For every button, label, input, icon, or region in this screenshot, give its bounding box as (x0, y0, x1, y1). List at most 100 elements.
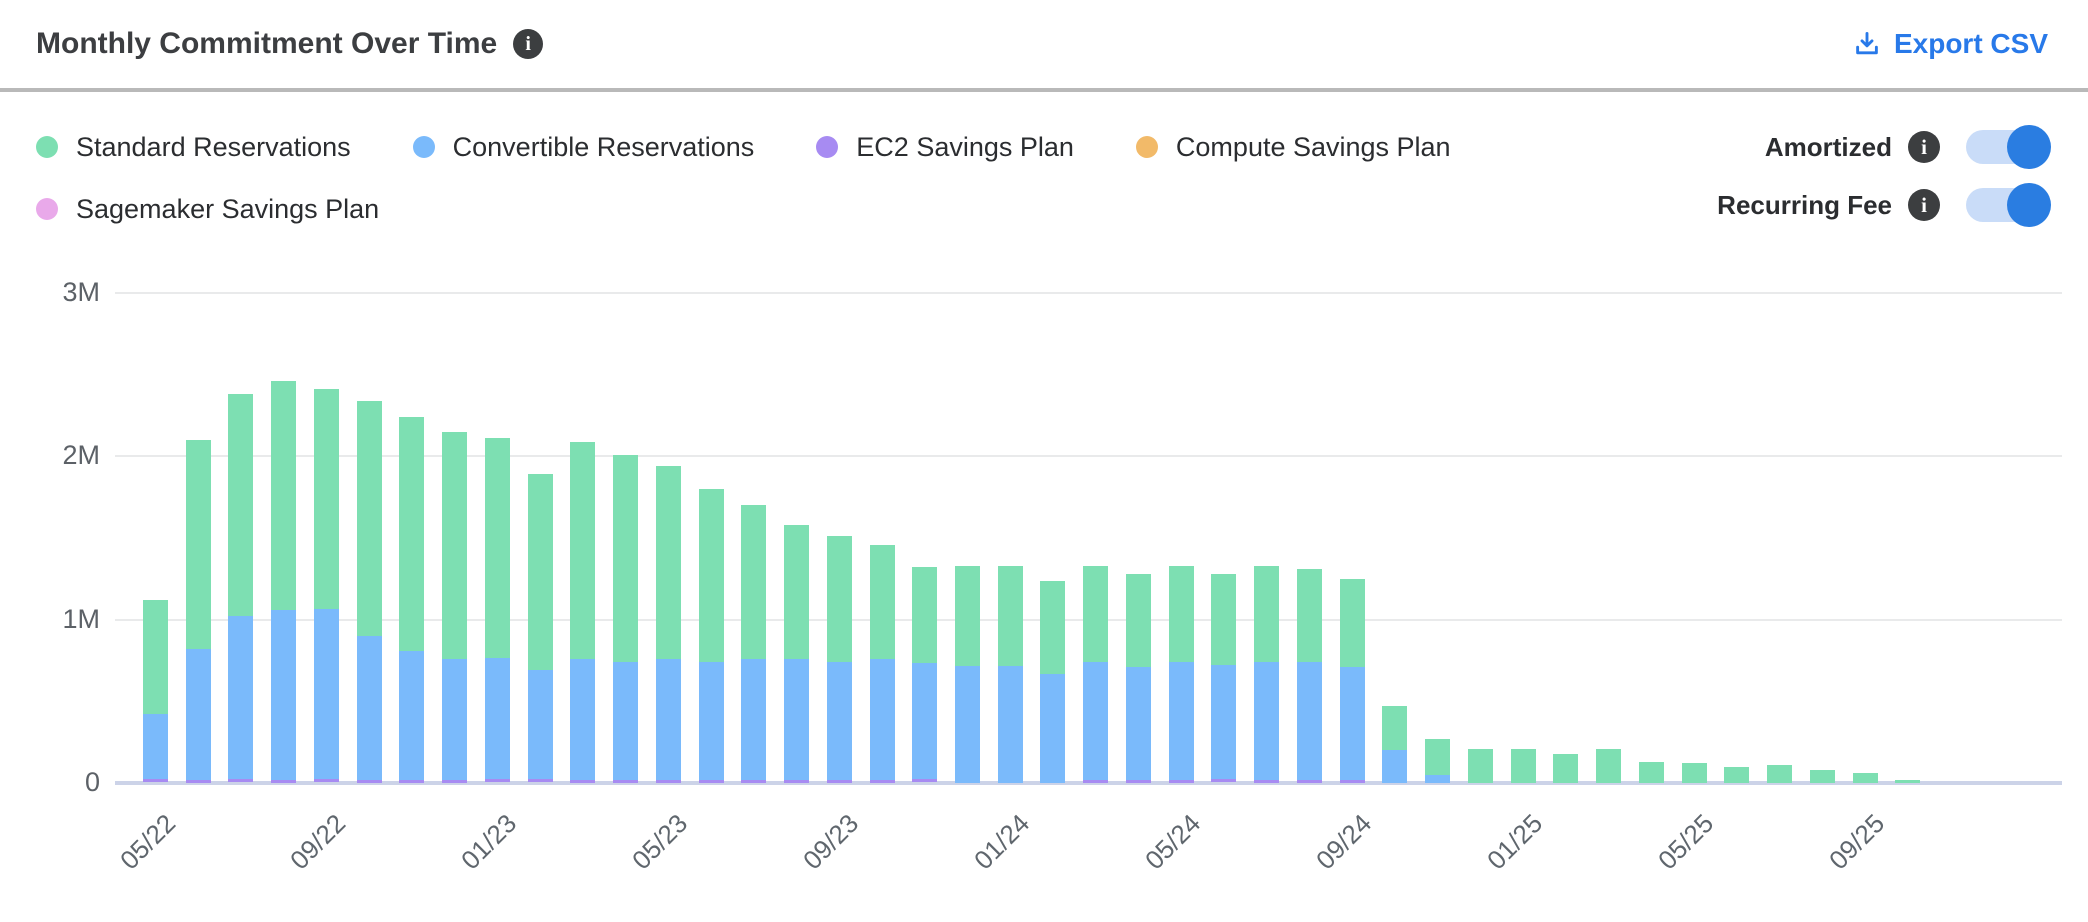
bar-segment (613, 662, 639, 780)
bar-11-23[interactable] (912, 567, 938, 783)
x-axis-label-09-23: 09/23 (797, 808, 865, 876)
bar-05-25[interactable] (1681, 763, 1707, 783)
bar-03-25[interactable] (1596, 749, 1622, 783)
legend-item-sagemaker-savings-plan[interactable]: Sagemaker Savings Plan (36, 186, 379, 232)
bar-04-25[interactable] (1638, 762, 1664, 783)
bar-11-24[interactable] (1425, 739, 1451, 783)
bar-segment (484, 658, 510, 779)
bar-segment (185, 780, 211, 783)
bar-11-22[interactable] (399, 417, 425, 783)
bar-segment (741, 780, 767, 783)
bar-segment (570, 442, 596, 659)
bar-segment (356, 636, 382, 780)
bar-segment (228, 616, 254, 779)
bar-segment (784, 780, 810, 783)
recurring-fee-toggle-label: Recurring Fee (1717, 189, 1892, 220)
bar-03-24[interactable] (1083, 566, 1109, 783)
recurring-fee-toggle-switch[interactable] (1966, 183, 2051, 227)
bar-segment (228, 779, 254, 782)
bar-segment (912, 663, 938, 779)
bar-segment (527, 670, 553, 779)
legend-dot-icon (36, 198, 58, 220)
bar-09-23[interactable] (826, 536, 852, 783)
bar-08-23[interactable] (784, 525, 810, 783)
bar-segment (271, 780, 297, 783)
bar-segment (356, 401, 382, 636)
bar-segment (698, 489, 724, 662)
bar-08-22[interactable] (271, 381, 297, 783)
bar-10-24[interactable] (1382, 706, 1408, 783)
bar-08-25[interactable] (1809, 770, 1835, 783)
bar-10-22[interactable] (356, 401, 382, 783)
bar-segment (1852, 773, 1878, 783)
legend-item-ec2-savings-plan[interactable]: EC2 Savings Plan (816, 124, 1074, 170)
bar-04-24[interactable] (1125, 574, 1151, 783)
bar-02-23[interactable] (527, 474, 553, 783)
bar-segment (698, 662, 724, 780)
bar-07-22[interactable] (228, 394, 254, 783)
bar-03-23[interactable] (570, 442, 596, 783)
bar-06-25[interactable] (1724, 767, 1750, 783)
legend-dot-icon (816, 136, 839, 158)
title-info-icon[interactable]: i (513, 29, 544, 59)
bar-09-24[interactable] (1339, 579, 1365, 783)
bar-segment (1510, 749, 1536, 783)
title-wrap: Monthly Commitment Over Time i (36, 27, 544, 61)
bar-segment (1382, 750, 1408, 783)
bar-segment (655, 780, 681, 783)
bar-09-22[interactable] (313, 389, 339, 783)
bar-02-24[interactable] (1040, 581, 1066, 783)
bar-05-24[interactable] (1168, 566, 1194, 783)
bar-06-24[interactable] (1211, 574, 1237, 783)
bar-02-25[interactable] (1553, 754, 1579, 783)
y-axis-label-1M: 1M (62, 603, 100, 634)
bar-segment (955, 665, 981, 783)
bar-07-23[interactable] (741, 505, 767, 783)
bar-segment (143, 714, 168, 779)
bar-segment (997, 566, 1023, 666)
amortized-toggle-label: Amortized (1764, 131, 1892, 162)
bar-09-25[interactable] (1852, 773, 1878, 783)
y-axis-label-2M: 2M (62, 440, 100, 471)
bar-12-23[interactable] (955, 566, 981, 783)
bar-08-24[interactable] (1296, 569, 1322, 783)
x-axis-label-05-22: 05/22 (113, 808, 181, 876)
bar-06-22[interactable] (185, 440, 211, 783)
export-csv-button[interactable]: Export CSV (1852, 28, 2048, 60)
bar-segment (399, 651, 425, 780)
legend-item-compute-savings-plan[interactable]: Compute Savings Plan (1135, 124, 1451, 170)
bar-04-23[interactable] (613, 455, 639, 783)
legend-dot-icon (412, 136, 435, 158)
bar-12-22[interactable] (442, 432, 468, 783)
x-axis-label-09-24: 09/24 (1310, 808, 1378, 876)
bar-01-24[interactable] (997, 566, 1023, 783)
bar-segment (1767, 765, 1793, 783)
bar-07-24[interactable] (1254, 566, 1280, 783)
bar-10-25[interactable] (1895, 780, 1921, 783)
bar-segment (912, 779, 938, 782)
bar-segment (1254, 566, 1280, 662)
panel-header: Monthly Commitment Over Time i Export CS… (0, 0, 2088, 88)
bar-12-24[interactable] (1467, 749, 1493, 783)
bar-segment (143, 600, 168, 714)
bar-segment (1339, 667, 1365, 780)
amortized-info-icon[interactable]: i (1908, 131, 1940, 163)
bar-07-25[interactable] (1767, 765, 1793, 783)
bar-segment (271, 381, 297, 610)
bar-segment (741, 659, 767, 780)
amortized-toggle-switch[interactable] (1966, 125, 2051, 169)
recurring-fee-info-icon[interactable]: i (1908, 189, 1940, 221)
bar-01-25[interactable] (1510, 749, 1536, 783)
bar-segment (1809, 770, 1835, 783)
x-axis-label-09-25: 09/25 (1822, 808, 1891, 876)
bar-segment (1040, 581, 1066, 674)
bar-06-23[interactable] (698, 489, 724, 783)
bar-segment (1125, 574, 1151, 667)
legend-item-convertible-reservations[interactable]: Convertible Reservations (412, 124, 754, 170)
bar-05-23[interactable] (655, 466, 681, 783)
legend-item-standard-reservations[interactable]: Standard Reservations (36, 124, 351, 170)
bar-segment (1339, 780, 1365, 783)
bar-05-22[interactable] (143, 600, 168, 783)
bar-10-23[interactable] (869, 545, 895, 783)
bar-01-23[interactable] (484, 438, 510, 783)
